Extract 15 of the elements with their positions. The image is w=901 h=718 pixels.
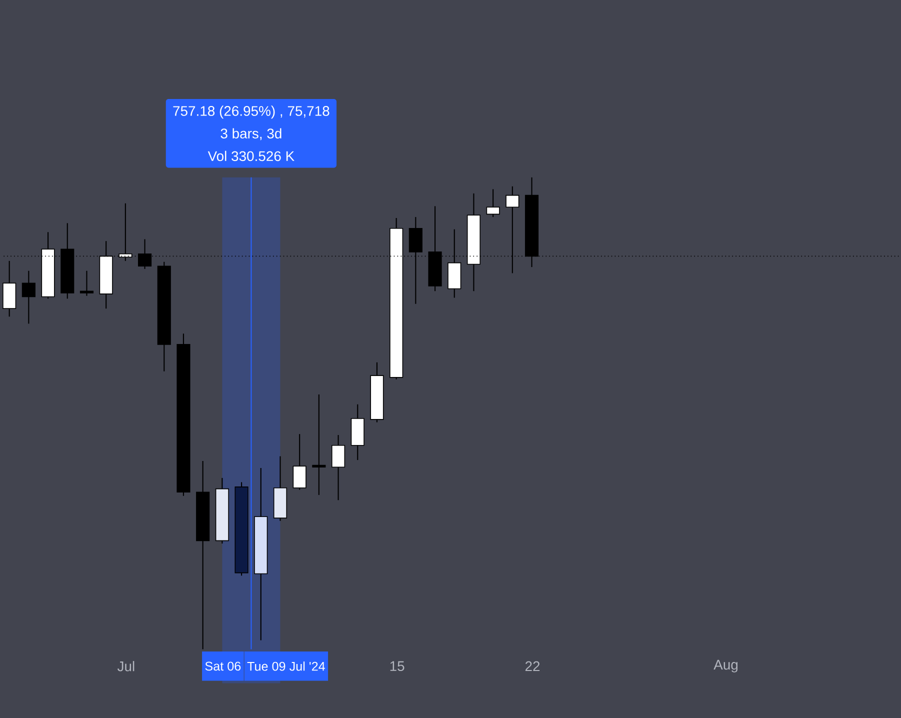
x-tick-label: 15 (390, 661, 404, 672)
x-tick-label: Sat 06 (205, 662, 241, 671)
text: 3 bars, 3d (220, 128, 282, 140)
candlestick (22, 270, 36, 324)
text: 757.18 (26.95%) , 75,718 (173, 106, 330, 119)
x-tick-label: Tue 09 Jul '24 (247, 662, 325, 671)
candlestick (486, 188, 500, 218)
candlestick (312, 394, 326, 496)
x-tick-label: 22 (525, 661, 540, 672)
x-tick-label: Jul (117, 661, 134, 672)
candlestick (331, 434, 346, 501)
x-tick-label: Aug (714, 660, 738, 672)
text: Vol 330.526 K (208, 150, 294, 162)
candlestick (80, 270, 94, 296)
candlestick (292, 434, 306, 490)
